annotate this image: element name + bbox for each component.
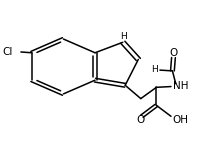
Text: Cl: Cl: [3, 47, 13, 57]
Text: O: O: [137, 115, 145, 125]
Text: H: H: [151, 65, 158, 74]
Text: O: O: [169, 48, 178, 58]
Text: OH: OH: [172, 115, 188, 125]
Text: NH: NH: [173, 81, 188, 91]
Text: H: H: [120, 32, 127, 41]
